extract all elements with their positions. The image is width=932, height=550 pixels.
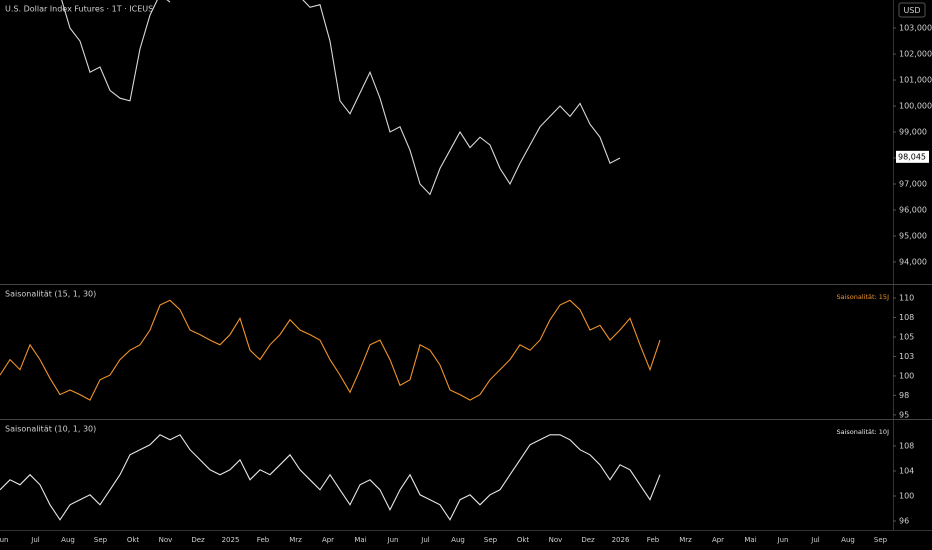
x-tick-label: Mrz: [289, 536, 302, 544]
currency-button[interactable]: [898, 2, 926, 18]
x-tick-label: Dez: [191, 536, 205, 544]
y-tick-label: 104: [899, 467, 914, 476]
x-tick-label: Nov: [159, 536, 173, 544]
legend-entry: Saisonalität: 15J: [836, 293, 889, 301]
x-tick-label: 2025: [222, 536, 240, 544]
x-tick-label: Jul: [810, 536, 820, 544]
last-price-box: [896, 150, 929, 163]
y-tick-label: 98: [899, 391, 909, 400]
x-tick-label: 2026: [612, 536, 630, 544]
x-tick-label: Nov: [549, 536, 563, 544]
x-tick-label: Dez: [581, 536, 595, 544]
pane: [61, 0, 621, 196]
y-tick-label: 103,000: [899, 24, 932, 33]
y-tick-label: 94,000: [899, 257, 927, 266]
series-line: [0, 299, 661, 401]
y-tick-label: 103: [899, 352, 914, 361]
y-tick-label: 97,000: [899, 179, 927, 188]
pane-title: Saisonalität (10, 1, 30): [5, 425, 96, 434]
currency[interactable]: USD: [903, 6, 920, 15]
x-tick-label: Aug: [451, 536, 465, 544]
pane-title: Saisonalität (15, 1, 30): [5, 290, 96, 299]
y-tick-label: 102,000: [899, 50, 932, 59]
x-tick-label: Mrz: [679, 536, 692, 544]
x-tick-label: Jul: [30, 536, 40, 544]
pane-title: U.S. Dollar Index Futures · 1T · ICEUS: [5, 5, 153, 14]
x-tick-label: Jun: [0, 536, 8, 544]
series-line: [61, 0, 621, 196]
y-tick-label: 96: [899, 517, 909, 526]
y-tick-label: 100: [899, 371, 914, 380]
x-tick-label: Okt: [127, 536, 140, 544]
y-tick-label: 108: [899, 313, 914, 322]
x-tick-label: Apr: [322, 536, 334, 544]
legend-entry: Saisonalität: 10J: [836, 428, 889, 436]
y-tick-label: 105: [899, 332, 914, 341]
last-price-label: 98,045: [898, 152, 926, 161]
x-tick-label: Feb: [647, 536, 660, 544]
x-tick-label: Feb: [257, 536, 270, 544]
x-tick-label: Jul: [420, 536, 430, 544]
y-tick-label: 95,000: [899, 231, 927, 240]
x-tick-label: Jun: [387, 536, 399, 544]
x-tick-label: Mai: [744, 536, 756, 544]
y-tick-label: 95: [899, 410, 909, 419]
y-tick-label: 108: [899, 442, 914, 451]
x-tick-label: Sep: [484, 536, 498, 544]
y-tick-label: 100,000: [899, 102, 932, 111]
x-tick-label: Aug: [61, 536, 75, 544]
pane: [0, 434, 661, 521]
x-tick-label: Sep: [94, 536, 108, 544]
x-tick-label: Mai: [354, 536, 366, 544]
x-tick-label: Jun: [777, 536, 789, 544]
series-line: [0, 434, 661, 521]
y-tick-label: 100: [899, 492, 914, 501]
x-tick-label: Okt: [517, 536, 530, 544]
x-tick-label: Sep: [874, 536, 888, 544]
pane: [0, 299, 661, 401]
y-tick-label: 96,000: [899, 205, 927, 214]
y-tick-label: 99,000: [899, 128, 927, 137]
x-tick-label: Apr: [712, 536, 724, 544]
y-tick-label: 110: [899, 294, 914, 303]
x-tick-label: Aug: [841, 536, 855, 544]
y-tick-label: 101,000: [899, 76, 932, 85]
